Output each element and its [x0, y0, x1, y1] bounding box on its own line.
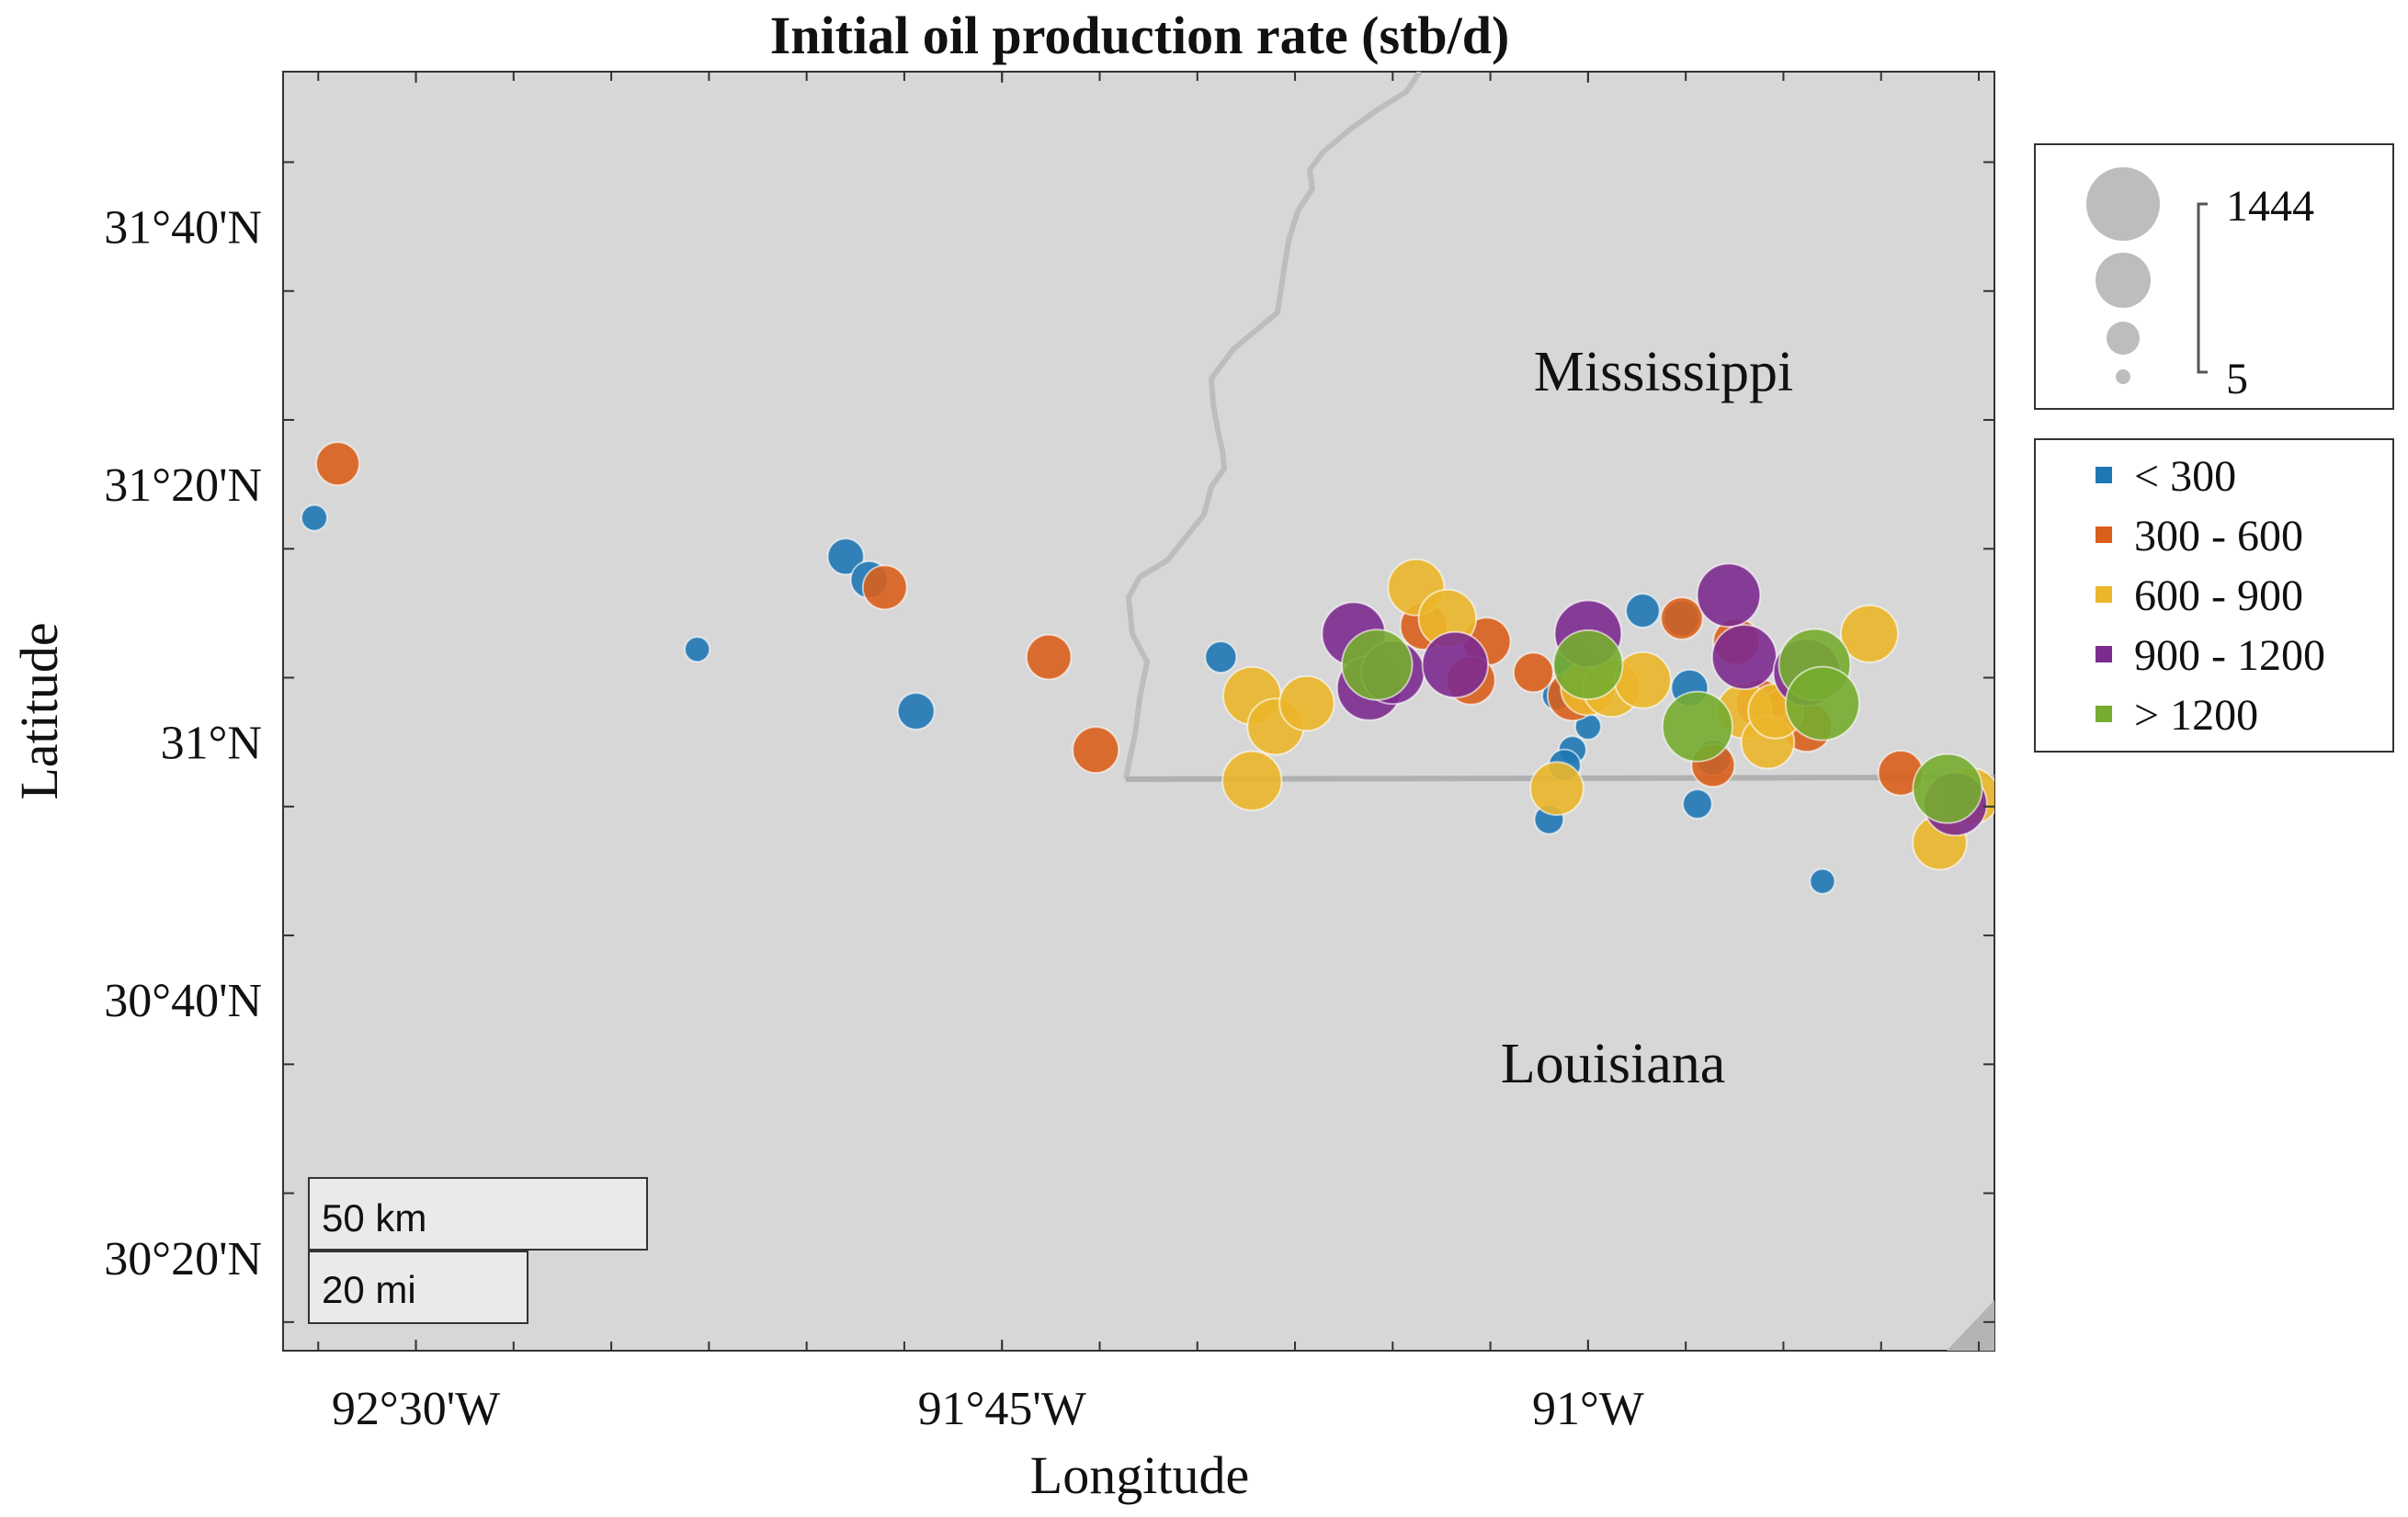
- well-point: [1710, 624, 1778, 691]
- well-point: [1840, 604, 1899, 663]
- state-label-mississippi: Mississippi: [1534, 341, 1794, 403]
- well-point: [1072, 726, 1120, 775]
- well-point: [1278, 674, 1335, 732]
- well-point: [1809, 867, 1836, 895]
- x-tick-label: 91°W: [1532, 1383, 1644, 1435]
- well-point: [1625, 593, 1661, 628]
- size-legend-min-label: 5: [2226, 355, 2248, 403]
- legend-swatch: [2096, 526, 2112, 543]
- state-label-louisiana: Louisiana: [1501, 1033, 1726, 1095]
- well-point: [861, 564, 908, 611]
- legend-label: 300 - 600: [2134, 512, 2303, 560]
- x-tick-label: 91°45'W: [918, 1383, 1086, 1435]
- y-tick-label: 31°N: [161, 718, 262, 770]
- well-point: [301, 504, 328, 532]
- well-point: [684, 636, 711, 663]
- well-point: [1341, 628, 1414, 701]
- legend-swatch: [2096, 586, 2112, 603]
- axis-ticks: 92°30'W 91°45'W 91°W 30°20'N 30°40'N 31°N 31°2…: [104, 72, 1994, 1435]
- y-tick-label: 30°20'N: [104, 1233, 262, 1285]
- color-legend: < 300 300 - 600 600 - 900 900 - 1200 > 1200: [2034, 438, 2394, 753]
- scale-bar-km-label: 50 km: [322, 1196, 426, 1240]
- size-legend-max-label: 1444: [2226, 182, 2314, 231]
- legend-label: < 300: [2134, 452, 2236, 501]
- well-point: [896, 692, 936, 730]
- corner-land-patch: [1947, 1300, 1994, 1351]
- scale-bar: 50 km 20 mi: [308, 1177, 648, 1324]
- size-legend-box: [2034, 143, 2394, 410]
- scatter-points: [301, 441, 1994, 895]
- size-legend-bracket: [2197, 202, 2208, 374]
- legend-label: > 1200: [2134, 691, 2258, 740]
- size-legend-circle-large: [2086, 167, 2160, 241]
- well-point: [1682, 788, 1713, 820]
- well-point: [1221, 750, 1283, 811]
- legend-swatch: [2096, 706, 2112, 722]
- size-legend-circle-tiny: [2116, 369, 2130, 384]
- well-point: [1552, 628, 1624, 701]
- well-point: [1696, 562, 1762, 628]
- well-point: [1661, 690, 1733, 763]
- scale-bar-mi-label: 20 mi: [322, 1268, 416, 1311]
- well-point: [1421, 630, 1490, 699]
- well-point: [1025, 633, 1073, 681]
- size-legend-circle-small: [2107, 322, 2140, 355]
- well-point: [826, 538, 865, 576]
- well-point: [1529, 761, 1585, 817]
- well-point: [315, 441, 360, 487]
- y-axis-label: Latitude: [9, 622, 69, 799]
- well-point: [1784, 665, 1860, 742]
- state-boundary-line: [1123, 72, 1423, 780]
- y-tick-label: 31°40'N: [104, 202, 262, 255]
- chart-title: Initial oil production rate (stb/d): [770, 6, 1510, 65]
- legend-swatch: [2096, 646, 2112, 662]
- well-point: [1660, 596, 1704, 640]
- well-point: [1512, 651, 1554, 694]
- size-legend-circle-medium: [2096, 253, 2151, 308]
- legend-label: 900 - 1200: [2134, 631, 2325, 680]
- color-legend-box: [2034, 438, 2394, 753]
- legend-swatch: [2096, 467, 2112, 483]
- scale-bar-mi-box: [308, 1251, 528, 1324]
- x-tick-label: 92°30'W: [332, 1383, 500, 1435]
- y-tick-label: 30°40'N: [104, 975, 262, 1027]
- well-point: [1204, 640, 1238, 674]
- scale-bar-km-box: [308, 1177, 648, 1251]
- well-point: [1912, 753, 1983, 824]
- x-axis-label: Longitude: [1030, 1445, 1249, 1505]
- legend-label: 600 - 900: [2134, 572, 2303, 620]
- y-tick-label: 31°20'N: [104, 459, 262, 512]
- size-legend: 1444 5: [2034, 143, 2394, 410]
